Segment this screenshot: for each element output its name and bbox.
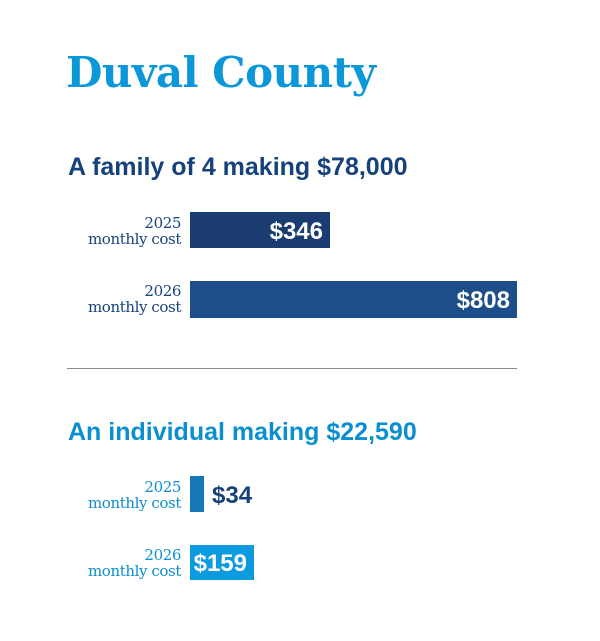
individual-2026-row-label: 2026 monthly cost (40, 547, 181, 579)
individual-2025-year-label: 2025 (144, 478, 181, 496)
individual-bar-2026-value: $159 (193, 550, 247, 577)
individual-chart-title: An individual making $22,590 (68, 418, 417, 446)
family-2025-year-label: 2025 (144, 214, 181, 232)
individual-bar-2025-value: $34 (212, 482, 253, 509)
page-title: Duval County (66, 48, 376, 97)
individual-bar-2026 (190, 545, 254, 580)
individual-2026-year-label: 2026 (144, 546, 181, 564)
individual-2025-row-label: 2025 monthly cost (40, 479, 181, 511)
family-2025-cost-label: monthly cost (87, 230, 181, 248)
family-2026-cost-label: monthly cost (87, 298, 181, 316)
individual-2026-cost-label: monthly cost (87, 562, 181, 580)
family-chart-title: A family of 4 making $78,000 (68, 153, 408, 181)
individual-bar-2025 (190, 476, 204, 512)
family-bar-2026-value: $808 (456, 287, 510, 314)
family-2026-row-label: 2026 monthly cost (40, 283, 181, 315)
family-bar-2025-value: $346 (269, 218, 323, 245)
individual-2025-cost-label: monthly cost (87, 494, 181, 512)
family-bar-2025 (190, 212, 330, 248)
section-divider (67, 368, 517, 369)
family-2025-row-label: 2025 monthly cost (40, 215, 181, 247)
family-2026-year-label: 2026 (144, 282, 181, 300)
family-bar-2026 (190, 281, 517, 318)
